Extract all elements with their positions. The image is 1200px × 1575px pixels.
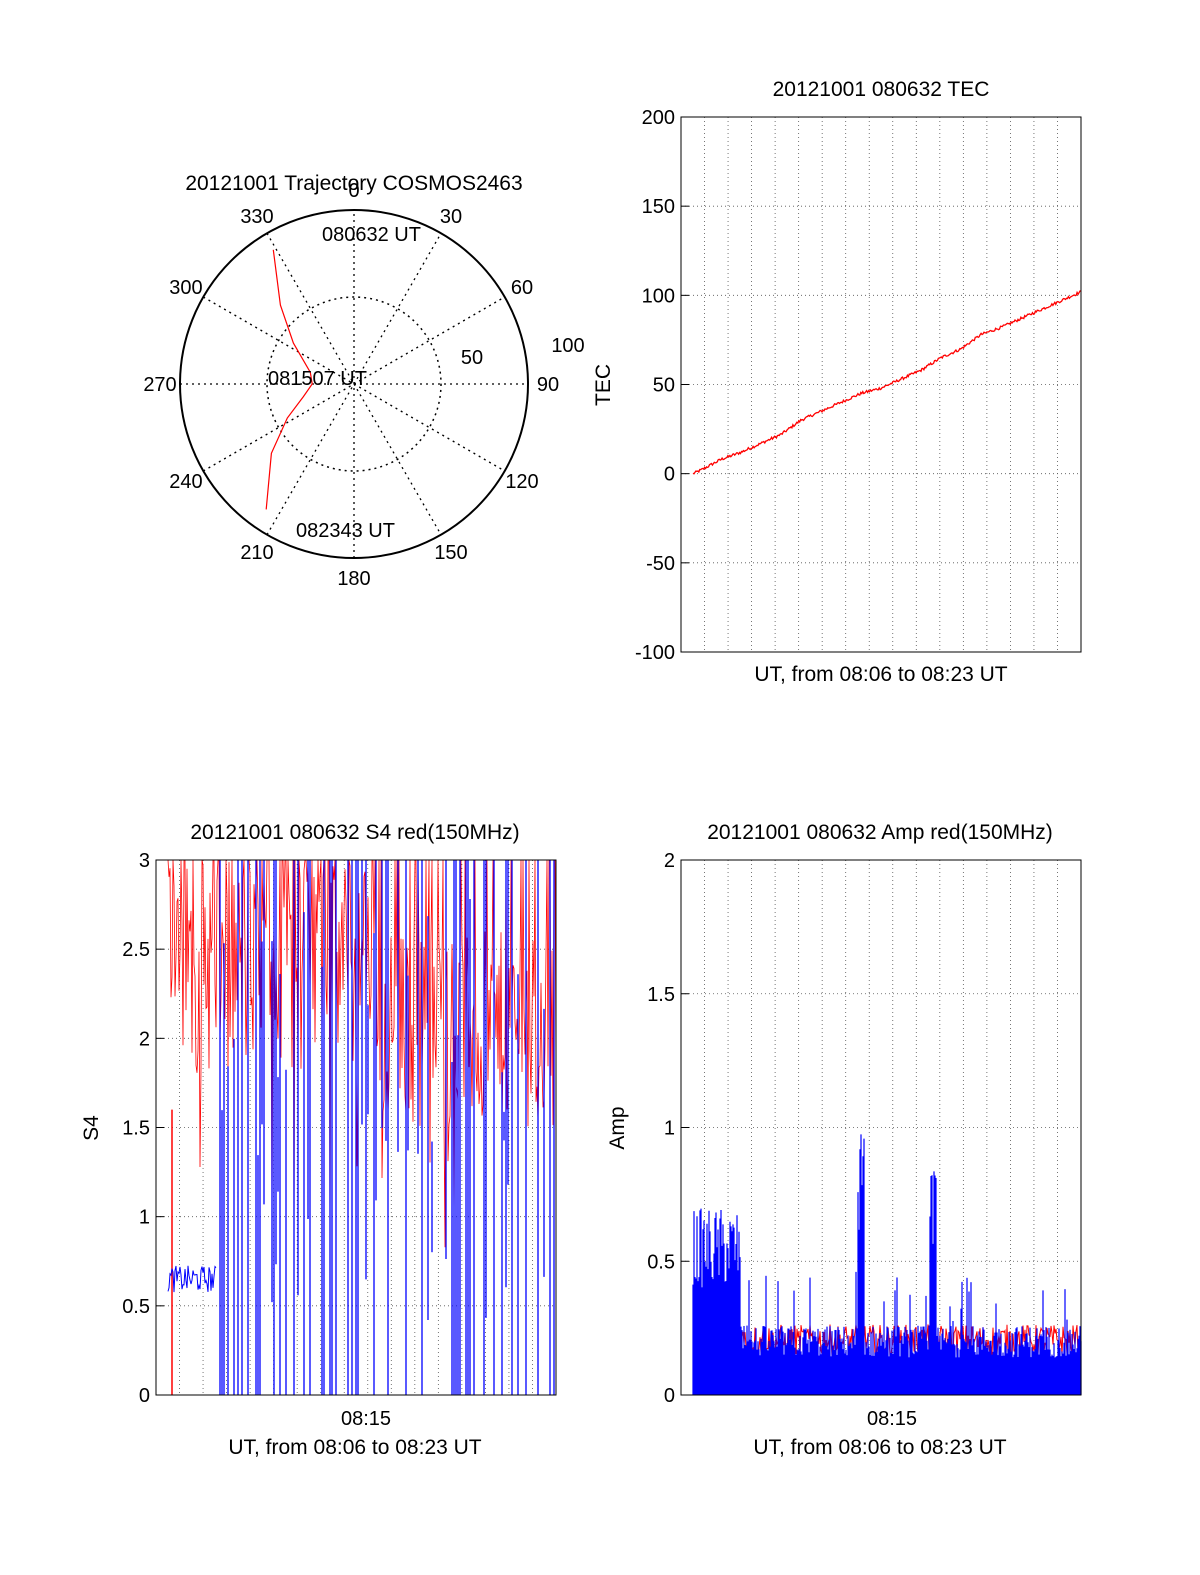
polar-spoke — [266, 232, 442, 536]
polar-angle-label-180: 180 — [337, 568, 370, 590]
s4-y-axis-label: S4 — [80, 1115, 103, 1141]
s4-series — [167, 859, 557, 1395]
amp-y-tick-2: 2 — [664, 850, 675, 872]
amp-y-tick-1.5: 1.5 — [647, 984, 675, 1006]
tec-y-tick-200: 200 — [642, 107, 675, 129]
s4-panel: 20121001 080632 S4 red(150MHz) 0 0.5 1 1.5 2… — [80, 821, 557, 1459]
polar-angle-label-0: 0 — [348, 180, 359, 202]
tec-y-tick--100: -100 — [635, 642, 675, 664]
s4-y-tick-0: 0 — [139, 1385, 150, 1407]
amp-y-axis-label: Amp — [606, 1106, 629, 1149]
tec-y-tick--50: -50 — [646, 553, 675, 575]
s4-y-tick-1.5: 1.5 — [122, 1118, 150, 1140]
tec-y-tick-100: 100 — [642, 285, 675, 307]
polar-angle-label-330: 330 — [240, 206, 273, 228]
s4-y-tick-labels: 0 0.5 1 1.5 2 2.5 3 — [122, 850, 164, 1407]
tec-y-tick-150: 150 — [642, 196, 675, 218]
amp-grid — [681, 860, 1081, 1395]
amp-y-tick-labels: 0 0.5 1 1.5 2 — [647, 850, 689, 1407]
tec-x-axis-label: UT, from 08:06 to 08:23 UT — [754, 663, 1007, 686]
s4-y-tick-2.5: 2.5 — [122, 939, 150, 961]
s4-y-tick-3: 3 — [139, 850, 150, 872]
polar-angle-labels: 0 30 60 90 120 150 180 210 240 270 300 330 — [143, 180, 559, 590]
tec-axes-box — [680, 116, 1082, 653]
polar-angle-label-210: 210 — [240, 542, 273, 564]
trajectory-series — [265, 249, 313, 510]
s4-x-tick-label: 08:15 — [341, 1408, 391, 1430]
tec-y-tick-labels: -100 -50 0 50 100 150 200 — [635, 107, 689, 664]
amp-x-axis-label: UT, from 08:06 to 08:23 UT — [753, 1436, 1006, 1459]
s4-blue-early-series — [167, 1265, 217, 1293]
amp-panel: 20121001 080632 Amp red(150MHz) 0 0.5 1 1.5… — [606, 821, 1082, 1459]
amp-series — [692, 1134, 1082, 1395]
polar-angle-label-60: 60 — [511, 277, 533, 299]
trajectory-start-label: 080632 UT — [322, 224, 421, 246]
trajectory-end-label: 082343 UT — [296, 520, 395, 542]
tec-grid — [681, 117, 1081, 652]
s4-x-axis-label: UT, from 08:06 to 08:23 UT — [228, 1436, 481, 1459]
amp-axes-box — [680, 859, 1082, 1396]
polar-angle-label-120: 120 — [505, 471, 538, 493]
polar-angle-label-300: 300 — [169, 277, 202, 299]
s4-y-tick-1: 1 — [139, 1207, 150, 1229]
amp-title: 20121001 080632 Amp red(150MHz) — [707, 821, 1053, 844]
amp-y-tick-1: 1 — [664, 1118, 675, 1140]
s4-y-tick-0.5: 0.5 — [122, 1296, 150, 1318]
tec-panel: 20121001 080632 TEC -100-50050100150200 … — [592, 78, 1082, 686]
polar-angle-label-240: 240 — [169, 471, 202, 493]
trajectory-panel: 20121001 Trajectory COSMOS2463 0 30 60 90 12… — [143, 172, 584, 590]
tec-series — [692, 290, 1082, 475]
trajectory-title: 20121001 Trajectory COSMOS2463 — [185, 172, 522, 195]
s4-title: 20121001 080632 S4 red(150MHz) — [190, 821, 519, 844]
s4-y-tick-2: 2 — [139, 1028, 150, 1050]
polar-radius-label-100: 100 — [551, 335, 584, 357]
polar-radius-label-50: 50 — [461, 347, 483, 369]
amp-y-tick-0.5: 0.5 — [647, 1251, 675, 1273]
amp-y-tick-0: 0 — [664, 1385, 675, 1407]
tec-y-axis-label: TEC — [592, 364, 615, 406]
tec-title: 20121001 080632 TEC — [773, 78, 990, 101]
amp-x-tick-label: 08:15 — [867, 1408, 917, 1430]
polar-angle-label-30: 30 — [440, 206, 462, 228]
polar-angle-label-150: 150 — [434, 542, 467, 564]
tec-y-tick-0: 0 — [664, 464, 675, 486]
polar-inner-circle — [266, 296, 442, 472]
polar-angle-label-270: 270 — [143, 374, 176, 396]
polar-grid — [179, 209, 529, 559]
s4-axes-box — [155, 859, 557, 1396]
trajectory-mid-label: 081507 UT — [268, 368, 367, 390]
polar-angle-label-90: 90 — [537, 374, 559, 396]
tec-y-tick-50: 50 — [653, 375, 675, 397]
